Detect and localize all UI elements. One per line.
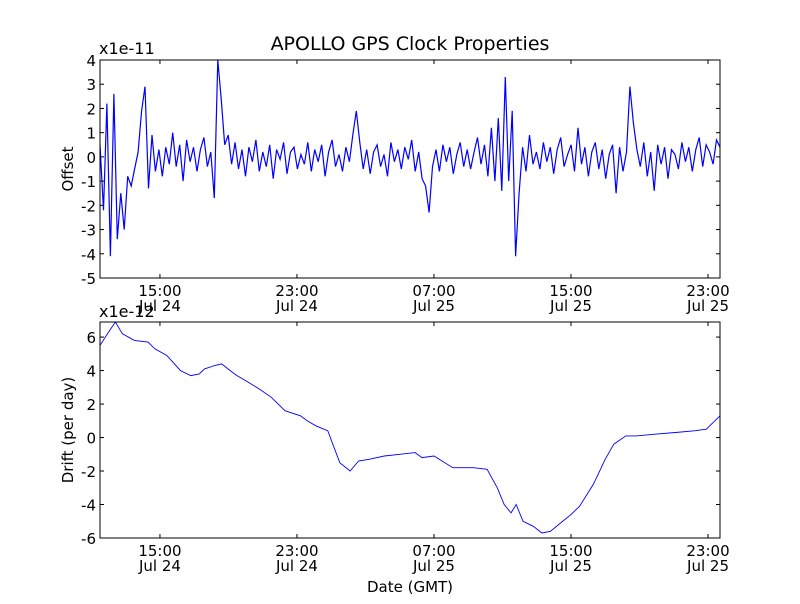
x-tick-date: Jul 25 bbox=[549, 557, 592, 575]
y-tick-label: 0 bbox=[86, 430, 96, 448]
y-tick-label: -5 bbox=[81, 270, 96, 288]
x-tick-date: Jul 25 bbox=[686, 297, 729, 315]
top-y-axis-label: Offset bbox=[59, 146, 77, 191]
x-tick-time: 23:00 bbox=[686, 282, 729, 300]
x-tick-date: Jul 25 bbox=[549, 297, 592, 315]
x-tick-date: Jul 25 bbox=[686, 557, 729, 575]
top-scale-label: x1e-11 bbox=[99, 39, 155, 58]
y-tick-label: -1 bbox=[81, 173, 96, 191]
axes-frame bbox=[99, 59, 721, 279]
x-tick-date: Jul 24 bbox=[275, 557, 318, 575]
x-tick-date: Jul 24 bbox=[138, 557, 181, 575]
x-tick-date: Jul 25 bbox=[412, 297, 455, 315]
x-tick-time: 15:00 bbox=[549, 282, 592, 300]
x-tick-time: 07:00 bbox=[412, 282, 455, 300]
x-tick-date: Jul 25 bbox=[412, 557, 455, 575]
y-tick-label: 0 bbox=[86, 149, 96, 167]
y-tick-label: 1 bbox=[86, 125, 96, 143]
y-tick-label: -4 bbox=[81, 246, 96, 264]
x-tick-time: 23:00 bbox=[275, 282, 318, 300]
x-tick-date: Jul 24 bbox=[275, 297, 318, 315]
series-line-drift bbox=[100, 322, 720, 534]
y-tick-label: -4 bbox=[81, 497, 96, 515]
y-tick-label: -6 bbox=[81, 530, 96, 548]
y-tick-label: 4 bbox=[86, 363, 96, 381]
y-tick-label: 4 bbox=[86, 52, 96, 70]
y-tick-label: -3 bbox=[81, 222, 96, 240]
x-tick-time: 23:00 bbox=[686, 542, 729, 560]
x-tick-time: 23:00 bbox=[275, 542, 318, 560]
y-tick-label: 2 bbox=[86, 100, 96, 118]
bottom-y-axis-label: Drift (per day) bbox=[59, 377, 77, 484]
x-tick-time: 15:00 bbox=[138, 282, 181, 300]
x-tick-time: 15:00 bbox=[138, 542, 181, 560]
chart-title: APOLLO GPS Clock Properties bbox=[271, 33, 550, 55]
y-tick-label: 3 bbox=[86, 76, 96, 94]
y-tick-label: 6 bbox=[86, 329, 96, 347]
y-tick-label: -2 bbox=[81, 463, 96, 481]
bottom-x-axis-label: Date (GMT) bbox=[367, 578, 453, 596]
y-tick-label: 2 bbox=[86, 396, 96, 414]
x-tick-time: 15:00 bbox=[549, 542, 592, 560]
series-line-offset bbox=[100, 60, 720, 257]
x-tick-time: 07:00 bbox=[412, 542, 455, 560]
y-tick-label: -2 bbox=[81, 197, 96, 215]
x-tick-date: Jul 24 bbox=[138, 297, 181, 315]
axes-frame bbox=[99, 321, 721, 539]
bottom-scale-label: x1e-12 bbox=[99, 302, 155, 321]
